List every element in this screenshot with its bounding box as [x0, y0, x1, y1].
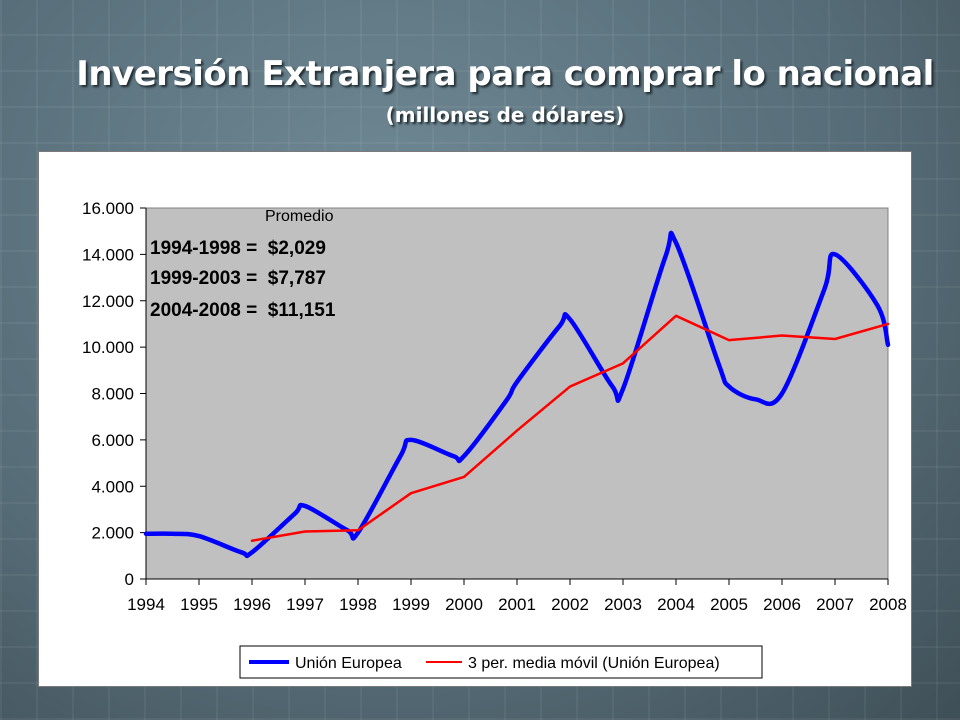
x-tick-label: 1995: [180, 595, 218, 614]
y-axis: 0 2.000 4.000 6.000 8.000 10.000 12.000 14.000 1…: [82, 199, 147, 589]
x-tick-label: 2007: [816, 595, 854, 614]
line-chart: 0 2.000 4.000 6.000 8.000 10.000 12.000 14.000 1…: [82, 199, 907, 679]
legend-label-union-europea: Unión Europea: [295, 655, 402, 672]
series-layer: [143, 230, 891, 559]
x-tick-label: 1994: [127, 595, 165, 614]
chart-frame: 0 2.000 4.000 6.000 8.000 10.000 12.000 14.000 1…: [38, 151, 912, 687]
average-annotation: Promedio 1994-1998 = $2,029 1999-2003 = …: [150, 208, 336, 321]
x-tick-label: 1999: [392, 595, 430, 614]
y-tick-label: 4.000: [91, 477, 134, 496]
series-media-movil-line: [250, 314, 890, 542]
x-tick-label: 2000: [445, 595, 483, 614]
y-tick-label: 14.000: [82, 245, 134, 264]
y-tick-label: 16.000: [82, 199, 134, 218]
slide-subtitle: (millones de dólares): [385, 103, 625, 127]
y-tick-label: 10.000: [82, 338, 134, 357]
x-tick-label: 2001: [498, 595, 536, 614]
slide-title: Inversión Extranjera para comprar lo nac…: [76, 54, 934, 94]
x-tick-label: 2003: [604, 595, 642, 614]
x-tick-label: 2002: [551, 595, 589, 614]
x-tick-label: 2008: [869, 595, 907, 614]
x-tick-label: 2006: [763, 595, 801, 614]
x-axis: 1994 1995 1996 1997 1998 1999 2000 2001 2002 2003…: [127, 578, 907, 614]
annotation-line-1: 1994-1998 = $2,029: [150, 238, 326, 259]
annotation-line-3: 2004-2008 = $11,151: [150, 300, 336, 321]
annotation-line-2: 1999-2003 = $7,787: [150, 268, 326, 289]
series-union-europea-line: [143, 230, 891, 559]
y-tick-label: 8.000: [91, 385, 134, 404]
y-tick-label: 12.000: [82, 292, 134, 311]
y-tick-label: 2.000: [91, 524, 134, 543]
plot-area: [145, 207, 889, 580]
y-tick-label: 6.000: [91, 431, 134, 450]
x-tick-label: 2004: [657, 595, 695, 614]
annotation-heading: Promedio: [265, 208, 334, 225]
x-tick-label: 1998: [339, 595, 377, 614]
x-tick-label: 1997: [286, 595, 324, 614]
legend: Unión Europea 3 per. media móvil (Unión …: [239, 645, 763, 679]
x-tick-label: 2005: [710, 595, 748, 614]
y-tick-label: 0: [125, 570, 134, 589]
legend-box: [239, 645, 763, 679]
legend-label-media-movil: 3 per. media móvil (Unión Europea): [468, 655, 720, 672]
x-tick-label: 1996: [233, 595, 271, 614]
